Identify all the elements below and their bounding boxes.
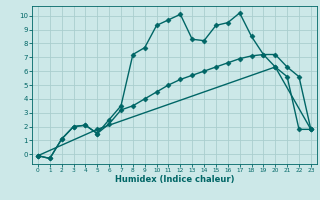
- X-axis label: Humidex (Indice chaleur): Humidex (Indice chaleur): [115, 175, 234, 184]
